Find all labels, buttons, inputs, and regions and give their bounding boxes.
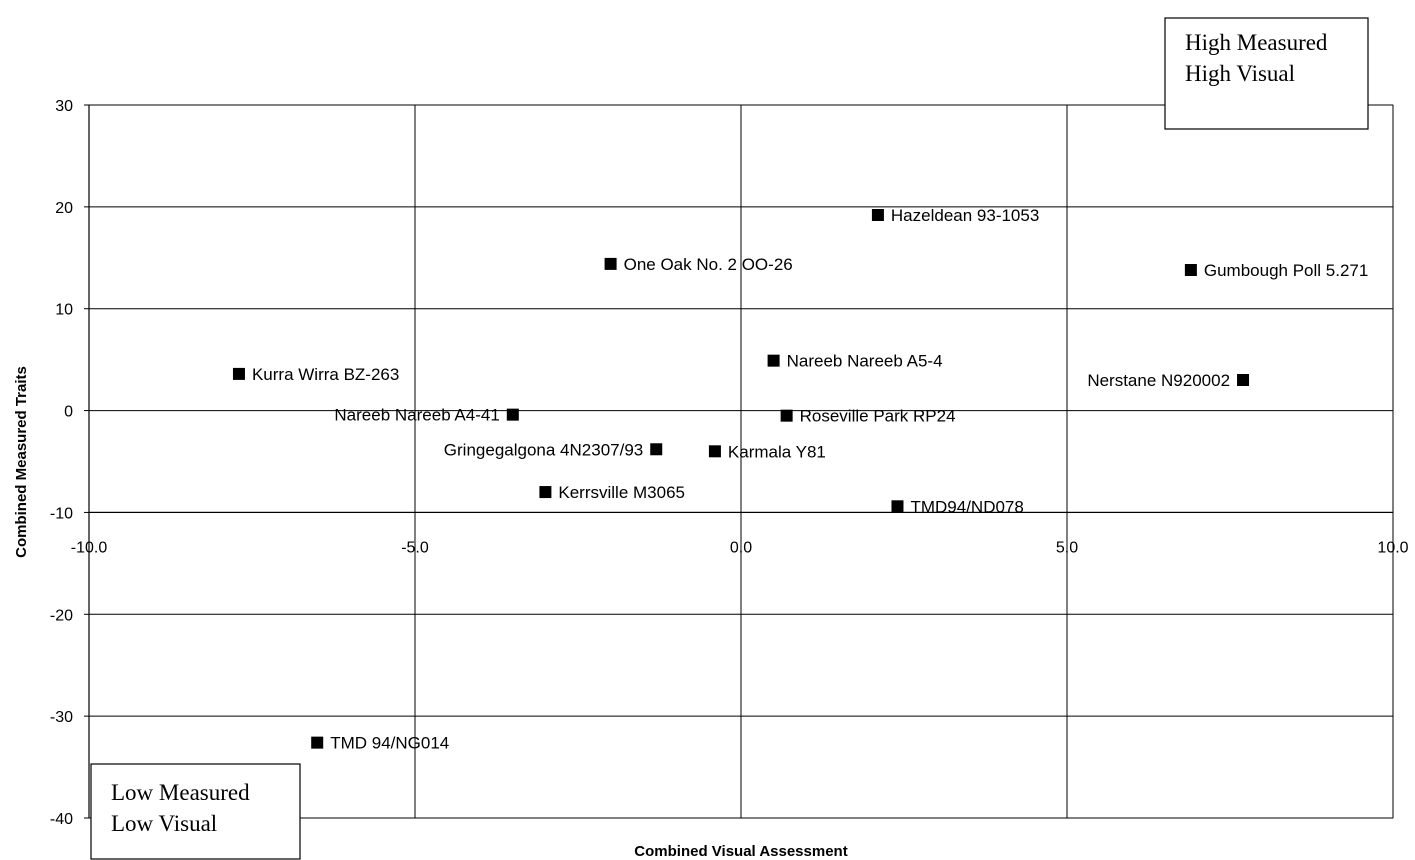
x-tick-label: 5.0 xyxy=(1056,539,1078,556)
axes xyxy=(84,104,1394,819)
quadrant-low-line-2: Low Visual xyxy=(111,811,217,836)
x-tick-label: -10.0 xyxy=(71,539,108,556)
x-tick-label: -5.0 xyxy=(401,539,429,556)
data-point-marker xyxy=(232,367,245,380)
y-tick-label: -30 xyxy=(50,709,73,726)
y-axis-title: Combined Measured Traits xyxy=(13,366,30,558)
data-point-marker xyxy=(708,445,721,458)
data-point-label: Hazeldean 93-1053 xyxy=(891,206,1039,225)
data-point-label: Karmala Y81 xyxy=(728,442,826,461)
quadrant-low-line-1: Low Measured xyxy=(111,780,250,805)
data-point-marker xyxy=(539,486,552,499)
data-point-label: TMD 94/NG014 xyxy=(330,734,449,753)
data-point-marker xyxy=(891,500,904,513)
quadrant-label-low: Low Measured Low Visual xyxy=(90,763,301,860)
grid-lines xyxy=(88,104,1394,819)
quadrant-high-line-2: High Visual xyxy=(1185,61,1295,86)
y-tick-label: -10 xyxy=(50,505,73,522)
x-axis-title: Combined Visual Assessment xyxy=(634,843,847,860)
y-tick-label: 10 xyxy=(55,302,73,319)
data-points: Hazeldean 93-1053 One Oak No. 2 OO-26 Gumb… xyxy=(232,206,1368,753)
data-point-marker xyxy=(1237,374,1250,387)
data-point-marker xyxy=(1184,264,1197,277)
data-point-marker xyxy=(506,408,519,421)
quadrant-high-line-1: High Measured xyxy=(1185,30,1328,55)
data-point-label: Kerrsville M3065 xyxy=(558,483,685,502)
quadrant-box-high xyxy=(1164,17,1369,130)
data-point-marker xyxy=(871,209,884,222)
data-point-label: Nareeb Nareeb A4-41 xyxy=(334,406,499,425)
y-tick-label: 0 xyxy=(64,404,73,421)
y-tick-label: -40 xyxy=(50,811,73,828)
quadrant-box-low xyxy=(90,763,301,860)
y-tick-label: 20 xyxy=(55,200,73,217)
data-point-label: Nerstane N920002 xyxy=(1087,371,1230,390)
data-point-marker xyxy=(767,354,780,367)
data-point-label: Gringegalgona 4N2307/93 xyxy=(444,440,643,459)
data-point-label: Nareeb Nareeb A5-4 xyxy=(787,352,943,371)
data-point-label: Gumbough Poll 5.271 xyxy=(1204,261,1368,280)
data-point-marker xyxy=(650,443,663,456)
data-point-marker xyxy=(311,736,324,749)
data-point-label: TMD94/ND078 xyxy=(910,497,1023,516)
x-tick-label: 0.0 xyxy=(730,539,752,556)
data-point-label: Kurra Wirra BZ-263 xyxy=(252,365,399,384)
quadrant-label-high: High Measured High Visual xyxy=(1164,17,1369,130)
data-point-label: One Oak No. 2 OO-26 xyxy=(624,255,793,274)
data-point-marker xyxy=(604,257,617,270)
y-tick-label: 30 xyxy=(55,98,73,115)
data-point-label: Roseville Park RP24 xyxy=(800,407,956,426)
y-tick-label: -20 xyxy=(50,607,73,624)
data-point-marker xyxy=(780,409,793,422)
y-tick-labels: -40 -30 -20 -10 0 10 20 30 xyxy=(50,98,73,828)
x-tick-label: 10.0 xyxy=(1377,539,1408,556)
x-tick-labels: -10.0 -5.0 0.0 5.0 10.0 xyxy=(71,539,1409,556)
